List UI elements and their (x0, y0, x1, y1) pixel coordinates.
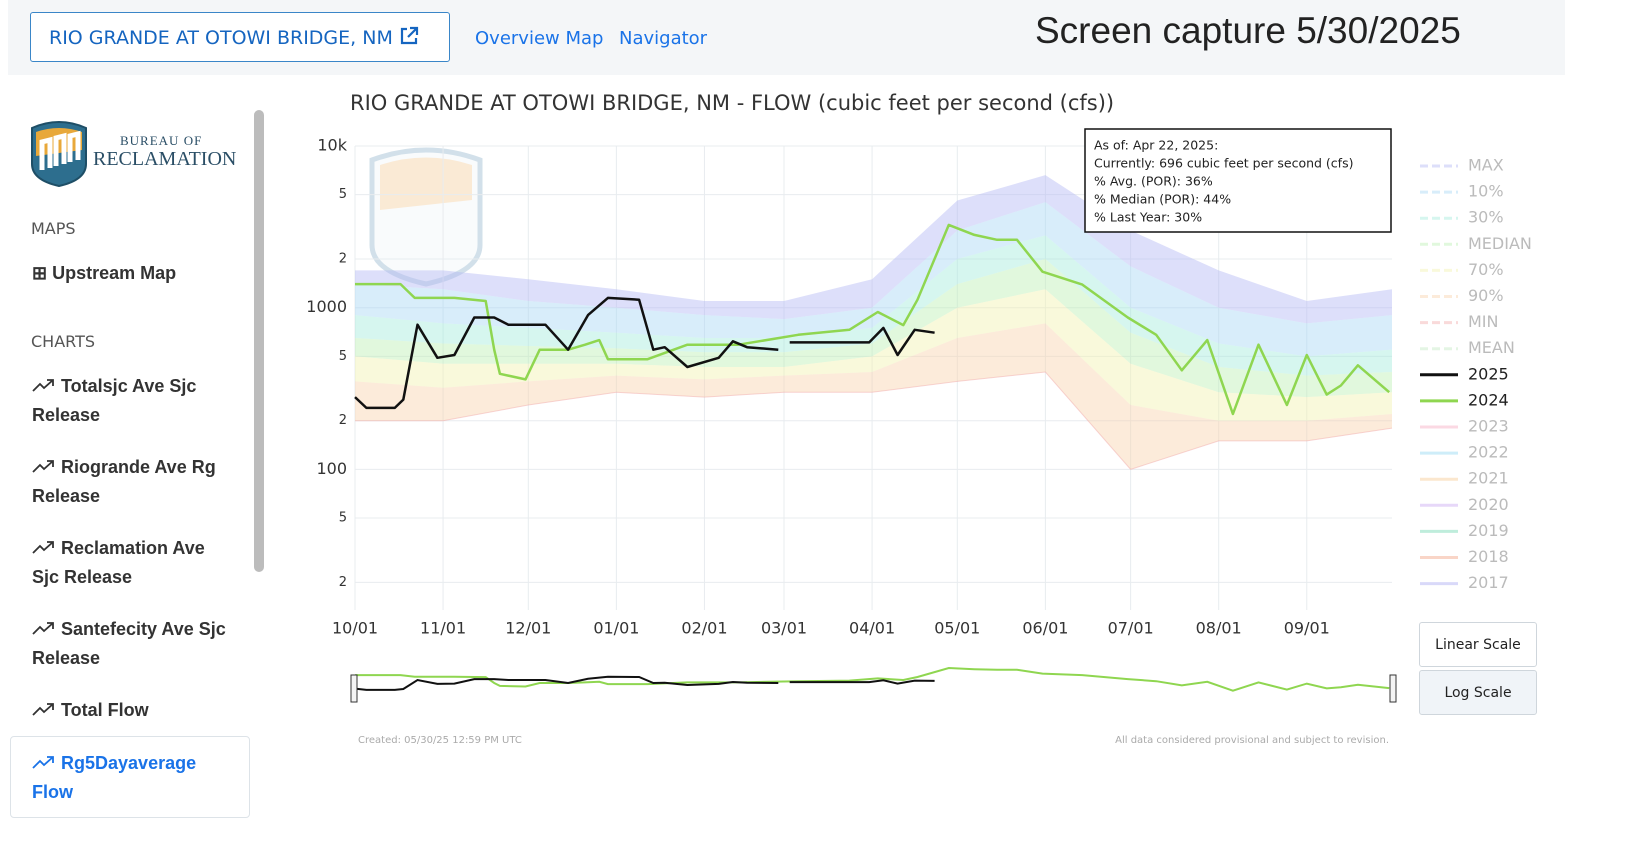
logo-text: BUREAU OF (120, 133, 203, 148)
legend-label: 2022 (1468, 443, 1509, 462)
trend-icon (32, 379, 54, 392)
x-tick-label: 06/01 (1022, 619, 1068, 638)
scrollbar[interactable] (254, 110, 264, 572)
trend-icon (32, 756, 54, 769)
tooltip-line: Currently: 696 cubic feet per second (cf… (1094, 156, 1353, 171)
external-icon (400, 26, 418, 45)
legend-label: MAX (1468, 156, 1504, 175)
y-tick-label: 1000 (306, 297, 347, 316)
y-tick-label: 5 (339, 187, 347, 202)
active-item-box (10, 736, 250, 818)
legend-label: 2019 (1468, 521, 1509, 540)
band-area (355, 202, 1392, 357)
navigator-handle[interactable] (350, 674, 358, 703)
station-name: RIO GRANDE AT OTOWI BRIDGE, NM (49, 27, 393, 49)
map-link[interactable]: ⊞ Upstream Map (32, 263, 177, 283)
chart-name: Total Flow (61, 700, 149, 720)
x-tick-label: 11/01 (420, 619, 466, 638)
legend-label: 70% (1468, 260, 1504, 279)
section-heading: MAPS (31, 219, 76, 238)
series-line (354, 296, 935, 410)
tooltip-line: % Avg. (POR): 36% (1094, 174, 1213, 189)
band-area (355, 235, 1392, 376)
logo-text: RECLAMATION (93, 148, 237, 170)
legend-label: 30% (1468, 208, 1504, 227)
chart-link[interactable]: Reclamation Ave Sjc Release (32, 534, 227, 592)
legend-label: 2023 (1468, 417, 1509, 436)
legend-label: 2025 (1468, 364, 1509, 383)
legend-label: 2018 (1468, 547, 1509, 566)
band-area (355, 175, 1392, 324)
created-note: Created: 05/30/25 12:59 PM UTC (358, 735, 522, 746)
navigator-line (355, 666, 1390, 692)
chart-link[interactable]: Rg5Dayaverage Flow (32, 749, 227, 807)
chart-link[interactable]: Total Flow (32, 696, 227, 725)
trend-icon (32, 622, 54, 635)
x-tick-label: 08/01 (1196, 619, 1242, 638)
station-button[interactable]: RIO GRANDE AT OTOWI BRIDGE, NM (30, 12, 450, 62)
y-tick-label: 10k (317, 136, 347, 155)
chart-name: Riogrande Ave Rg Release (32, 457, 216, 506)
chart-name: Rg5Dayaverage Flow (32, 753, 197, 802)
x-tick-label: 01/01 (593, 619, 639, 638)
map-name: Upstream Map (52, 263, 177, 283)
tooltip-line: % Median (POR): 44% (1094, 192, 1231, 207)
tooltip-line: As of: Apr 22, 2025: (1094, 138, 1218, 153)
chart-name: Santefecity Ave Sjc Release (32, 619, 226, 668)
y-tick-label: 2 (339, 575, 347, 590)
link[interactable]: Overview Map (475, 28, 604, 49)
legend-label: MEAN (1468, 338, 1515, 357)
x-tick-label: 05/01 (934, 619, 980, 638)
chart-name: Totalsjc Ave Sjc Release (32, 376, 197, 425)
trend-icon (32, 460, 54, 473)
x-tick-label: 09/01 (1284, 619, 1330, 638)
y-tick-label: 2 (339, 252, 347, 267)
navigator-handle[interactable] (1389, 674, 1397, 703)
link[interactable]: Navigator (619, 28, 708, 49)
x-tick-label: 12/01 (505, 619, 551, 638)
tooltip-line: % Last Year: 30% (1094, 210, 1202, 225)
chart-link[interactable]: Santefecity Ave Sjc Release (32, 615, 227, 673)
y-tick-label: 2 (339, 413, 347, 428)
legend-label: 2017 (1468, 573, 1509, 592)
band-area (355, 259, 1392, 398)
trend-icon (32, 541, 54, 554)
tooltip-box (1084, 128, 1392, 233)
x-tick-label: 07/01 (1108, 619, 1154, 638)
chart-title: RIO GRANDE AT OTOWI BRIDGE, NM - FLOW (c… (350, 91, 1114, 115)
x-tick-label: 10/01 (332, 619, 378, 638)
caption: Screen capture 5/30/2025 (1035, 10, 1461, 51)
band-area (355, 323, 1392, 470)
scale-button[interactable]: Linear Scale (1419, 622, 1537, 667)
navigator-line (354, 675, 935, 691)
disclaimer: All data considered provisional and subj… (1115, 735, 1389, 746)
legend-label: 2021 (1468, 469, 1509, 488)
band-line (355, 371, 1393, 470)
y-tick-label: 5 (339, 511, 347, 526)
chart-link[interactable]: Riogrande Ave Rg Release (32, 453, 227, 511)
legend-label: 90% (1468, 286, 1504, 305)
trend-icon (32, 703, 54, 716)
legend-label: 2020 (1468, 495, 1509, 514)
legend-label: MEDIAN (1468, 234, 1532, 253)
legend-label: MIN (1468, 312, 1499, 331)
x-tick-label: 04/01 (849, 619, 895, 638)
x-tick-label: 03/01 (761, 619, 807, 638)
logo-shield (31, 121, 87, 188)
scale-button[interactable]: Log Scale (1419, 670, 1537, 715)
x-tick-label: 02/01 (681, 619, 727, 638)
series-line (355, 223, 1391, 416)
legend-label: 2024 (1468, 390, 1509, 409)
section-heading: CHARTS (31, 332, 96, 351)
band-area (355, 289, 1392, 421)
chart-link[interactable]: Totalsjc Ave Sjc Release (32, 372, 227, 430)
watermark (369, 147, 483, 287)
y-tick-label: 100 (316, 459, 347, 478)
chart-name: Reclamation Ave Sjc Release (32, 538, 205, 587)
legend-label: 10% (1468, 182, 1504, 201)
y-tick-label: 5 (339, 349, 347, 364)
